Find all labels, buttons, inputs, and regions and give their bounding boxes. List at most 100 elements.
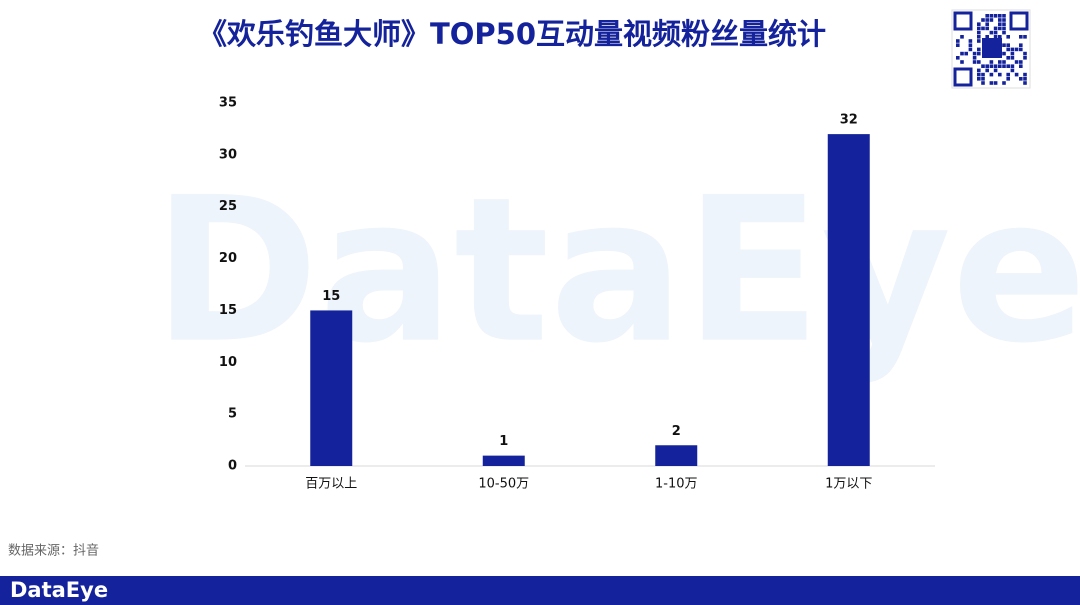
- bar: [482, 455, 525, 466]
- y-tick-label: 15: [219, 303, 237, 318]
- qr-dot: [998, 35, 1002, 39]
- qr-dot: [956, 43, 960, 47]
- qr-dot: [1014, 72, 1019, 77]
- qr-dot: [972, 56, 977, 60]
- qr-dot: [998, 64, 1002, 68]
- qr-dot: [1006, 43, 1010, 47]
- qr-dot: [960, 60, 964, 64]
- qr-dot: [1023, 56, 1027, 60]
- qr-dot: [981, 72, 985, 77]
- qr-dot: [998, 26, 1002, 31]
- qr-dot: [1006, 56, 1010, 60]
- qr-dot: [993, 26, 998, 31]
- qr-dot: [1023, 51, 1027, 56]
- qr-dot: [960, 51, 964, 56]
- qr-dot: [1002, 81, 1006, 85]
- bar: [310, 310, 353, 466]
- qr-dot: [977, 39, 981, 43]
- qr-dot: [993, 30, 998, 35]
- x-tick-label: 1万以下: [825, 477, 872, 492]
- qr-dot: [1019, 60, 1023, 64]
- qr-dot: [1023, 72, 1027, 77]
- qr-dot: [981, 81, 985, 85]
- qr-dot: [1014, 60, 1019, 64]
- value-label: 15: [322, 289, 340, 304]
- qr-dot: [998, 18, 1002, 22]
- qr-dot: [1019, 47, 1023, 52]
- qr-dot: [1019, 77, 1023, 81]
- qr-dot: [993, 68, 998, 73]
- bar: [655, 445, 698, 466]
- qr-dot: [956, 39, 960, 43]
- qr-dot: [1006, 64, 1010, 68]
- qr-dot: [989, 72, 994, 77]
- qr-dot: [1002, 51, 1006, 56]
- qr-dot: [1006, 47, 1010, 52]
- qr-dot: [985, 14, 989, 18]
- qr-finder: [953, 11, 973, 31]
- qr-dot: [1002, 30, 1006, 35]
- qr-finder: [1009, 11, 1029, 31]
- qr-dot: [989, 64, 994, 68]
- qr-dot: [1002, 43, 1006, 47]
- qr-dot: [989, 18, 994, 22]
- qr-dot: [989, 14, 994, 18]
- qr-dot: [1002, 18, 1006, 22]
- qr-dot: [1002, 14, 1006, 18]
- qr-dot: [1002, 22, 1006, 26]
- qr-dot: [993, 14, 998, 18]
- qr-dot: [985, 68, 989, 73]
- qr-dot: [1006, 77, 1010, 81]
- qr-dot: [977, 26, 981, 31]
- qr-code: [951, 9, 1031, 89]
- qr-dot: [1010, 51, 1015, 56]
- qr-dot: [1019, 35, 1023, 39]
- qr-finder: [953, 67, 973, 87]
- x-tick-label: 10-50万: [478, 477, 529, 492]
- qr-dot: [1006, 72, 1010, 77]
- qr-dot: [977, 51, 981, 56]
- qr-dot: [1002, 60, 1006, 64]
- qr-dot: [998, 60, 1002, 64]
- qr-dot: [1010, 68, 1015, 73]
- qr-dot: [1019, 43, 1023, 47]
- qr-dot: [956, 56, 960, 60]
- qr-dots: [956, 14, 1027, 85]
- qr-dot: [985, 18, 989, 22]
- qr-dot: [998, 22, 1002, 26]
- qr-dot: [972, 60, 977, 64]
- source-note: 数据来源：抖音: [8, 543, 99, 559]
- qr-dot: [985, 64, 989, 68]
- qr-dot: [998, 14, 1002, 18]
- qr-dot: [1023, 81, 1027, 85]
- qr-dot: [1002, 64, 1006, 68]
- x-tick-label: 百万以上: [305, 477, 357, 492]
- footer-band: [0, 576, 1080, 605]
- y-tick-label: 5: [228, 407, 237, 422]
- qr-dot: [981, 18, 985, 22]
- x-tick-label: 1-10万: [655, 477, 698, 492]
- qr-dot: [1010, 64, 1015, 68]
- qr-dot: [1006, 35, 1010, 39]
- qr-dot: [977, 47, 981, 52]
- qr-dot: [985, 22, 989, 26]
- qr-dot: [964, 51, 968, 56]
- qr-dot: [977, 22, 981, 26]
- value-label: 1: [499, 434, 508, 449]
- watermark: DataEye: [153, 155, 1080, 388]
- qr-dot: [977, 72, 981, 77]
- y-tick-label: 35: [219, 96, 237, 111]
- qr-dot: [989, 81, 994, 85]
- qr-dot: [968, 43, 973, 47]
- qr-dot: [1023, 35, 1027, 39]
- qr-dot: [977, 68, 981, 73]
- qr-dot: [1014, 47, 1019, 52]
- value-label: 32: [840, 113, 858, 128]
- qr-logo: [982, 38, 1002, 58]
- qr-dot: [993, 64, 998, 68]
- qr-dot: [1023, 77, 1027, 81]
- qr-dot: [981, 64, 985, 68]
- qr-dot: [985, 26, 989, 31]
- y-tick-label: 20: [219, 251, 237, 266]
